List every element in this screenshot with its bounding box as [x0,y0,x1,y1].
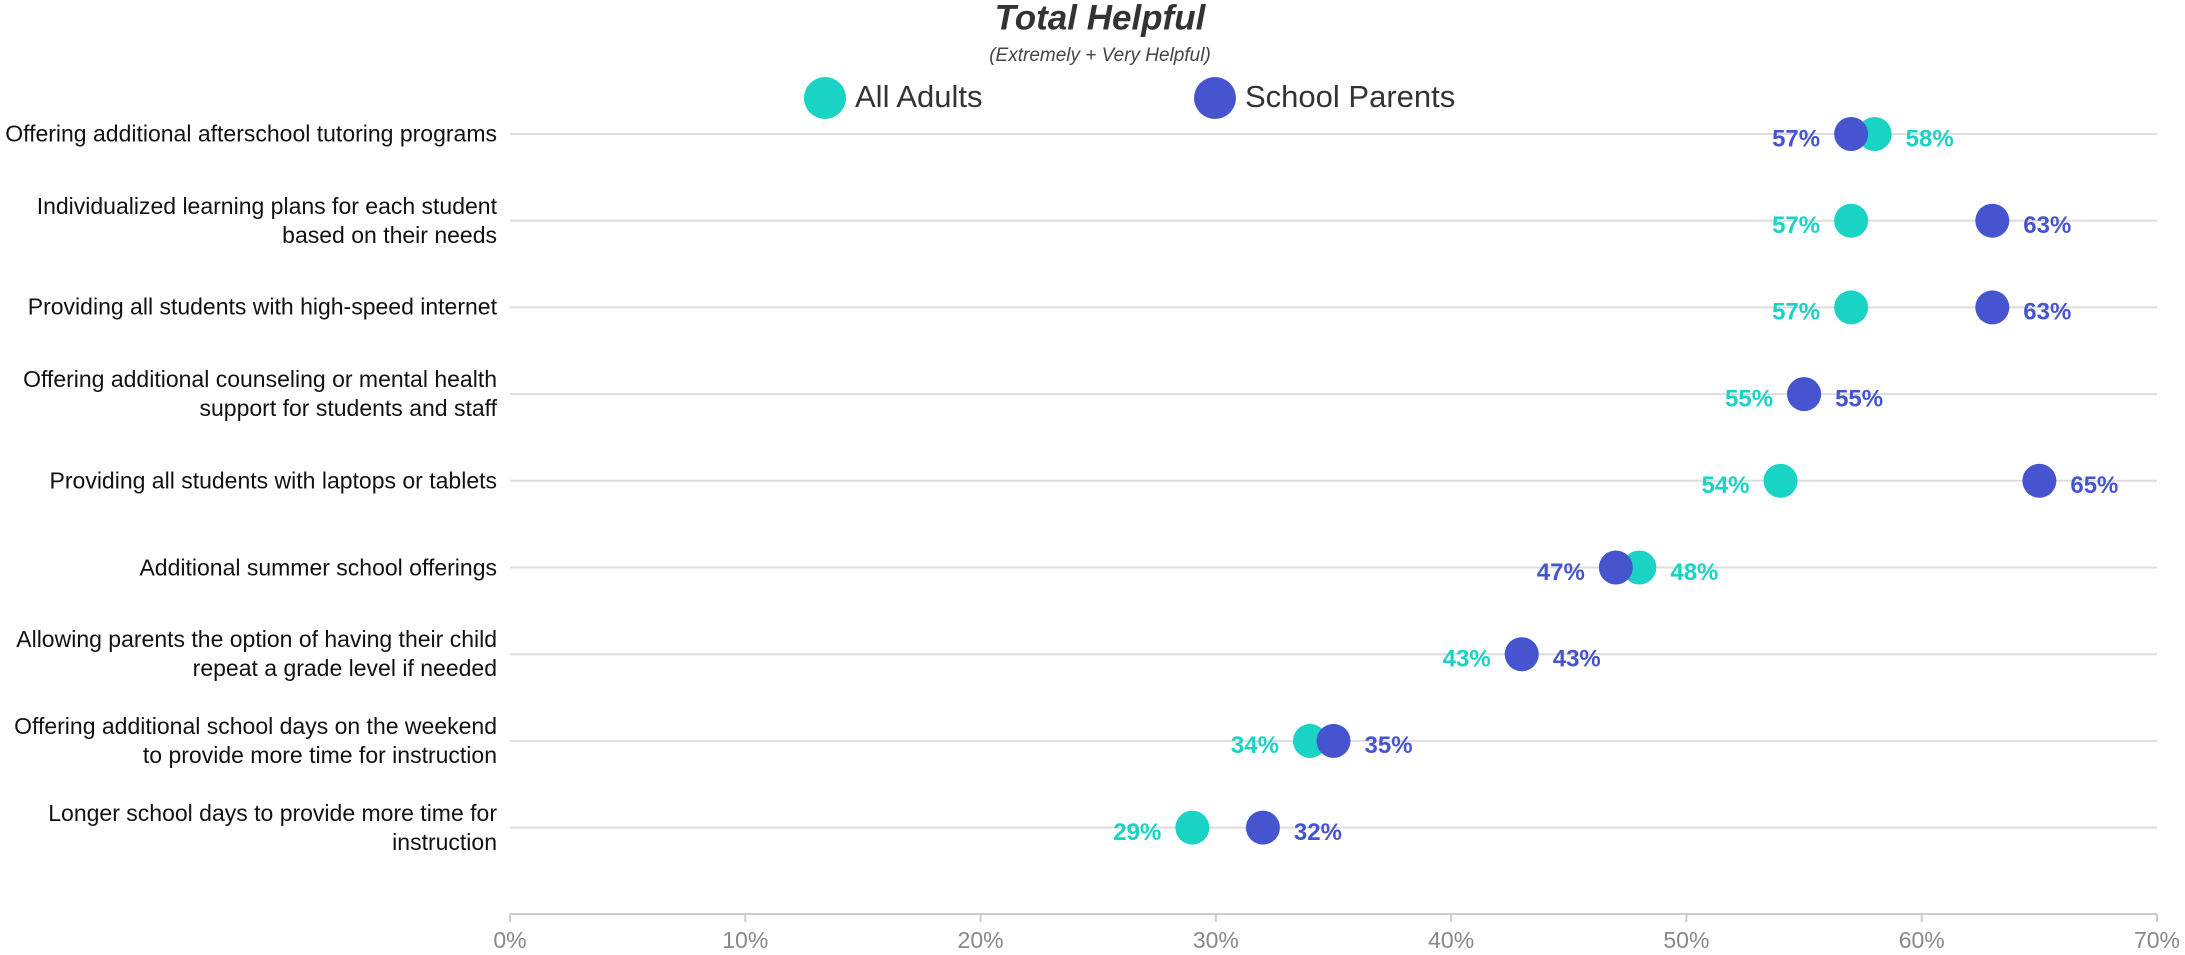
dot [1763,463,1798,498]
category-label: Offering additional afterschool tutoring… [5,120,497,147]
category-label: Individualized learning plans for each s… [36,192,497,248]
value-label: 63% [2023,212,2071,239]
dot [1857,117,1892,151]
x-tick-label: 70% [2134,927,2180,953]
dot [1834,203,1869,238]
dot [1316,723,1351,758]
value-label: 47% [1537,559,1585,586]
value-label: 48% [1670,559,1718,586]
value-label: 58% [1906,125,1954,152]
value-label: 29% [1113,819,1161,846]
category-label: Additional summer school offerings [139,554,497,580]
dot [1975,290,2010,325]
value-label: 63% [2023,299,2071,326]
legend-marker [1194,77,1236,119]
value-label: 65% [2070,472,2118,499]
dot [1245,810,1280,845]
chart-title: Total Helpful [995,0,1207,37]
legend-label: All Adults [855,79,983,114]
x-tick-label: 0% [493,927,526,953]
value-label: 35% [1365,732,1413,759]
dot [1598,550,1633,585]
value-label: 34% [1231,732,1279,759]
legend-marker [804,77,846,119]
category-label: Offering additional school days on the w… [14,712,497,768]
dot [1834,117,1869,151]
dot [2022,463,2057,498]
dot [1175,810,1210,845]
value-label: 57% [1772,299,1820,326]
category-label: Longer school days to provide more time … [48,799,497,855]
value-label: 55% [1725,385,1773,412]
x-tick-label: 60% [1899,927,1945,953]
value-label: 57% [1772,212,1820,239]
dot [1292,723,1327,758]
category-label: Allowing parents the option of having th… [16,626,497,682]
category-label: Providing all students with high-speed i… [27,293,497,320]
dot [1834,290,1869,325]
category-label: Offering additional counseling or mental… [23,366,497,422]
dot [1787,377,1822,412]
x-tick-label: 30% [1193,927,1239,953]
value-label: 43% [1443,646,1491,673]
dot [1504,637,1539,672]
x-tick-label: 10% [722,927,768,953]
value-label: 43% [1553,646,1601,673]
x-tick-label: 50% [1663,927,1709,953]
value-label: 54% [1701,472,1749,499]
value-label: 57% [1772,125,1820,152]
legend-label: School Parents [1245,79,1455,114]
chart-subtitle: (Extremely + Very Helpful) [989,45,1211,66]
value-label: 32% [1294,819,1342,846]
dot [1622,550,1657,585]
category-label: Providing all students with laptops or t… [49,467,497,494]
x-tick-label: 40% [1428,927,1474,953]
value-label: 55% [1835,385,1883,412]
dot [1975,203,2010,238]
x-tick-label: 20% [958,927,1004,953]
